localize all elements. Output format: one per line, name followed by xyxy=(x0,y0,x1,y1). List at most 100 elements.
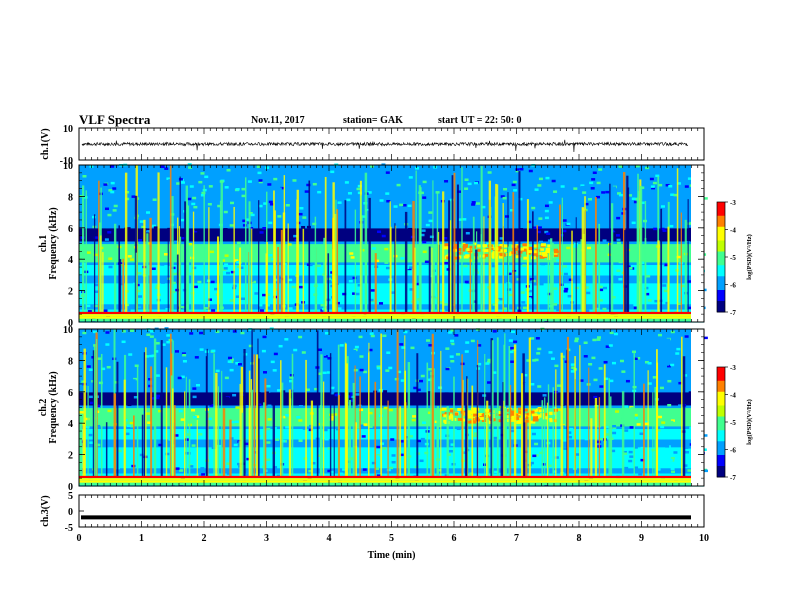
ch2-spectrogram-sferic xyxy=(528,337,531,477)
ch1-spectrogram-cell xyxy=(386,199,391,203)
ch2-spectrogram-cell xyxy=(493,470,498,474)
ch2-spectrogram-sferic xyxy=(436,419,438,477)
ch2-spectrogram-band-cell xyxy=(538,409,544,413)
ch2-spectrogram-cell xyxy=(388,366,393,370)
ch2-spectrogram-cell xyxy=(422,342,427,346)
ch1-spectrogram-cell xyxy=(234,259,239,262)
ch1-spectrogram-cell xyxy=(672,305,677,309)
ch1-spectrogram-band-cell xyxy=(453,243,459,247)
ch2-spectrogram-colorbar-step xyxy=(717,424,725,428)
ch1-spectrogram-band-cell xyxy=(553,250,559,254)
ch2-spectrogram-sferic xyxy=(222,408,226,477)
ch2-spectrogram-row xyxy=(79,360,704,364)
ch1-spectrogram-cell xyxy=(584,202,589,206)
ch2-spectrogram-sferic xyxy=(404,370,407,477)
ch1-spectrogram-colorbar-step xyxy=(717,276,725,280)
ch1-spectrogram-cell xyxy=(586,246,591,250)
ch1-spectrogram-colorbar-step xyxy=(717,273,725,277)
ch1-spectrogram-cell xyxy=(559,233,564,237)
ch2-spectrogram-sferic xyxy=(188,379,191,477)
ch1-spectrogram-cell xyxy=(629,247,634,251)
ch1-spectrogram-cell xyxy=(640,186,645,189)
ch1-spectrogram-sferic xyxy=(644,237,647,313)
ch2-spectrogram-cell xyxy=(667,403,672,407)
ch1-spectrogram-sferic xyxy=(102,252,104,313)
ch1-spectrogram-cell xyxy=(119,282,124,286)
ch2-spectrogram-cell xyxy=(640,458,645,462)
ch2-spectrogram-colorbar-step xyxy=(717,452,725,456)
ch1-spectrogram-cell xyxy=(188,242,193,246)
ch1-spectrogram-cell xyxy=(221,259,226,262)
ch2-spectrogram-cell xyxy=(596,440,601,444)
ch2-spectrogram-cell xyxy=(485,362,490,365)
ch1-spectrogram-cell xyxy=(299,207,304,210)
ch2-spectrogram-cell xyxy=(206,420,211,423)
ch2-spectrogram-band-cell xyxy=(533,416,539,420)
ch2-spectrogram-cell xyxy=(330,415,335,419)
ch2-spectrogram-cell xyxy=(272,369,277,372)
ch2-spectrogram-sferic xyxy=(621,391,625,477)
ch1-spectrogram-cell xyxy=(553,303,558,306)
ch1-spectrogram-colorbar-tick-label: -5 xyxy=(730,254,736,262)
ch1-spectrogram-cell xyxy=(645,292,650,296)
ch2-spectrogram-cell xyxy=(575,429,580,432)
ch1-spectrogram-cell xyxy=(602,239,607,242)
ch1-spectrogram-cell xyxy=(640,201,645,205)
ch1-spectrogram-sferic xyxy=(432,180,434,313)
ch1-spectrogram-cell xyxy=(534,188,539,191)
ch1-spectrogram-cell xyxy=(326,247,331,251)
ch2-spectrogram-cell xyxy=(628,450,633,454)
ch2-spectrogram-cell xyxy=(346,460,351,464)
ch1-spectrogram-cell xyxy=(241,194,246,198)
ch2-spectrogram-row xyxy=(79,402,704,406)
ch2-spectrogram-cell xyxy=(673,451,678,454)
ch2-spectrogram-colorbar-step xyxy=(717,413,725,417)
ch2-spectrogram-row xyxy=(79,462,704,466)
ch1-spectrogram-cell xyxy=(580,185,585,189)
ch2-spectrogram-row xyxy=(79,420,704,424)
ch1-spectrogram-cell xyxy=(425,223,430,227)
ch2-spectrogram-cell xyxy=(179,343,184,347)
ch1-spectrogram-cell xyxy=(131,195,136,198)
ch1-spectrogram-cell xyxy=(267,183,272,186)
ch2-spectrogram-cell xyxy=(339,344,344,347)
ch1-spectrogram-cell xyxy=(284,176,289,179)
ch2-spectrogram-cell xyxy=(688,391,693,394)
ch1-spectrogram-sferic xyxy=(598,223,601,313)
ch1-spectrogram-cell xyxy=(116,287,121,291)
ch1-spectrogram-cell xyxy=(357,184,362,188)
ch2-spectrogram-sferic xyxy=(525,419,528,477)
ch2-spectrogram-cell xyxy=(89,395,94,399)
ch2-spectrogram-cell xyxy=(510,429,515,433)
ch1-spectrogram-colorbar-step xyxy=(717,246,725,250)
ch1-spectrogram-sferic xyxy=(389,201,391,313)
ch1-spectrogram-cell xyxy=(320,309,325,312)
ch2-spectrogram-colorbar-step xyxy=(717,449,725,453)
ch2-spectrogram-cell xyxy=(266,384,271,388)
ch1-spectrogram-cell xyxy=(257,171,262,175)
ch1-spectrogram-cell xyxy=(299,285,304,289)
ch2-spectrogram-cell xyxy=(338,386,343,389)
ch1-spectrogram-cell xyxy=(523,201,528,205)
ch2-spectrogram-sferic xyxy=(508,345,511,477)
ch1-spectrogram-cell xyxy=(499,219,504,223)
ch2-spectrogram-cell xyxy=(487,358,492,362)
ch2-spectrogram-cell xyxy=(703,469,708,473)
ch1-spectrogram-cell xyxy=(464,280,469,284)
ch2-spectrogram-cell xyxy=(244,405,249,408)
ch2-spectrogram-cell xyxy=(421,421,426,424)
ch1-spectrogram-cell xyxy=(487,171,492,174)
ch1-spectrogram-cell xyxy=(167,227,172,231)
ch1-spectrogram-cell xyxy=(258,303,263,307)
ch2-spectrogram-cell xyxy=(148,377,153,381)
ch1-spectrogram-cell xyxy=(435,182,440,186)
ch1-spectrogram-colorbar-step xyxy=(717,229,725,233)
ch2-spectrogram-sferic xyxy=(681,336,683,477)
ch1-spectrogram-cell xyxy=(120,182,125,186)
ch2-spectrogram-cell xyxy=(552,413,557,417)
ch1-spectrogram-cell xyxy=(547,239,552,242)
ch2-spectrogram-sferic xyxy=(504,333,506,477)
ch2-spectrogram-cell xyxy=(195,481,200,485)
ch2-spectrogram-ytick-label: 8 xyxy=(68,356,73,367)
ch2-spectrogram-row xyxy=(79,417,704,422)
